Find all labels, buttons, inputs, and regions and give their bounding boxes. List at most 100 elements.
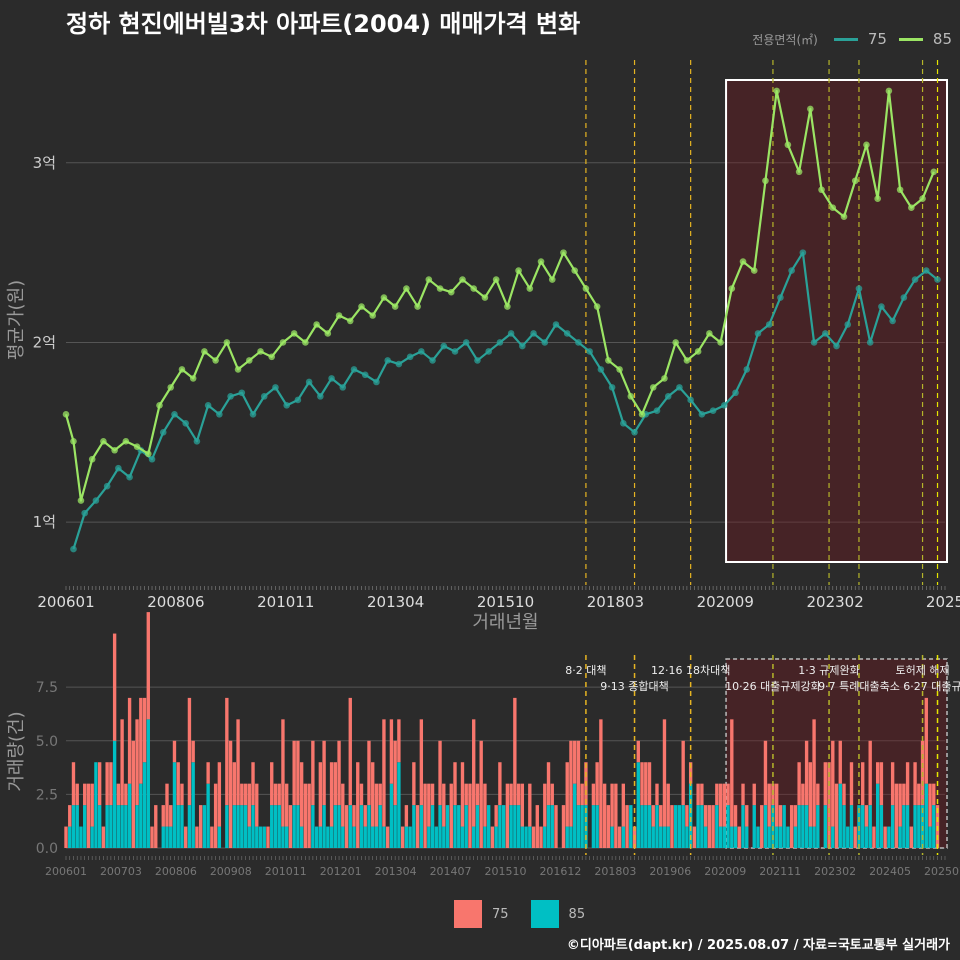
bar-75-68 xyxy=(318,762,323,827)
bar-75-169 xyxy=(696,783,700,806)
point-75-27 xyxy=(373,378,380,386)
bar-75-175 xyxy=(718,783,723,827)
point-75-39 xyxy=(507,330,515,337)
bar-85-13 xyxy=(112,740,117,848)
x-axis-title: 거래년월 xyxy=(472,612,538,633)
bar-85-232 xyxy=(932,805,936,848)
point-85-0 xyxy=(62,411,70,418)
y-tick-label-top-2: 3억 xyxy=(33,154,56,172)
bar-75-204 xyxy=(827,762,831,848)
bar-75-181 xyxy=(741,783,745,806)
point-75-7 xyxy=(148,455,156,463)
bar-75-208 xyxy=(842,783,846,806)
point-75-52 xyxy=(653,407,661,415)
point-85-3 xyxy=(88,455,96,463)
bar-75-22 xyxy=(146,612,150,720)
bar-85-214 xyxy=(864,826,869,848)
bar-85-205 xyxy=(831,826,835,848)
bar-85-2 xyxy=(71,805,76,848)
bar-85-16 xyxy=(124,805,128,848)
point-75-64 xyxy=(788,267,795,274)
bar-85-56 xyxy=(273,805,278,848)
bar-75-142 xyxy=(595,762,599,806)
bar-75-112 xyxy=(483,783,487,827)
bar-75-186 xyxy=(760,805,764,848)
point-75-17 xyxy=(260,393,268,400)
point-85-55 xyxy=(672,339,679,346)
point-85-11 xyxy=(178,366,186,373)
point-75-38 xyxy=(496,339,504,346)
bar-75-223 xyxy=(898,783,902,827)
bar-75-161 xyxy=(666,783,670,827)
point-85-25 xyxy=(335,312,343,319)
point-75-67 xyxy=(822,330,829,337)
bar-85-52 xyxy=(258,826,263,848)
bar-75-44 xyxy=(228,740,233,848)
x-tick-label-top-8: 2025 xyxy=(926,593,960,611)
point-85-20 xyxy=(279,339,287,346)
bar-85-33 xyxy=(187,805,192,848)
bar-85-113 xyxy=(486,805,491,848)
point-75-55 xyxy=(687,396,694,404)
point-75-66 xyxy=(810,339,818,346)
point-85-66 xyxy=(795,168,803,176)
bar-75-227 xyxy=(913,762,917,806)
point-85-44 xyxy=(548,276,556,283)
bar-75-48 xyxy=(243,783,248,806)
bar-75-26 xyxy=(161,805,165,827)
point-75-3 xyxy=(103,482,111,490)
bar-75-179 xyxy=(733,805,738,827)
point-85-22 xyxy=(302,339,309,346)
point-85-56 xyxy=(683,357,691,364)
bar-85-160 xyxy=(662,826,667,848)
bar-85-3 xyxy=(75,805,79,848)
bar-85-106 xyxy=(460,826,465,848)
bar-75-231 xyxy=(928,783,932,827)
bar-85-221 xyxy=(890,805,895,848)
bar-75-232 xyxy=(932,783,936,806)
y-tick-label-bottom-3: 7.5 xyxy=(36,680,58,696)
point-75-14 xyxy=(227,393,234,400)
x-tick-label-top-6: 202009 xyxy=(697,593,754,611)
point-75-22 xyxy=(317,393,324,400)
point-85-13 xyxy=(201,348,208,355)
bar-75-79 xyxy=(359,783,364,806)
point-85-15 xyxy=(223,339,231,346)
point-85-76 xyxy=(908,204,915,212)
point-85-41 xyxy=(515,267,522,274)
point-75-32 xyxy=(429,357,436,364)
bar-85-92 xyxy=(408,826,412,848)
bar-75-196 xyxy=(797,762,801,806)
bar-85-203 xyxy=(823,805,827,848)
bar-85-177 xyxy=(726,805,730,848)
bar-85-190 xyxy=(774,826,779,848)
bar-85-28 xyxy=(169,826,173,848)
x-tick-label-bottom-3: 200908 xyxy=(210,865,252,878)
x-tick-label-bottom-9: 201612 xyxy=(539,865,581,878)
bar-85-62 xyxy=(296,805,300,848)
point-75-72 xyxy=(878,303,885,310)
bar-75-2 xyxy=(71,762,76,806)
bar-85-70 xyxy=(326,826,330,848)
bar-75-121 xyxy=(516,783,521,806)
point-75-21 xyxy=(305,378,313,386)
legend-top: 전용면적(㎡) 75 85 xyxy=(752,30,952,48)
bar-75-93 xyxy=(412,762,416,806)
bar-75-180 xyxy=(737,826,741,848)
point-75-18 xyxy=(272,384,279,391)
bar-75-211 xyxy=(853,826,857,848)
bar-75-141 xyxy=(591,783,596,806)
point-85-7 xyxy=(133,443,141,450)
bar-75-87 xyxy=(389,719,394,784)
bar-75-89 xyxy=(397,719,401,763)
bar-85-49 xyxy=(247,826,251,848)
point-85-8 xyxy=(144,450,152,458)
bar-75-106 xyxy=(460,762,465,827)
bar-75-60 xyxy=(288,805,293,848)
source-caption: ©디아파트(dapt.kr) / 2025.08.07 / 자료=국토교통부 실… xyxy=(566,938,950,953)
bar-75-135 xyxy=(569,740,573,827)
point-85-57 xyxy=(694,348,702,355)
bar-85-41 xyxy=(217,826,222,848)
policy-label-2: 12·16 18차대책 xyxy=(651,664,730,677)
x-tick-label-top-2: 201011 xyxy=(257,593,314,611)
